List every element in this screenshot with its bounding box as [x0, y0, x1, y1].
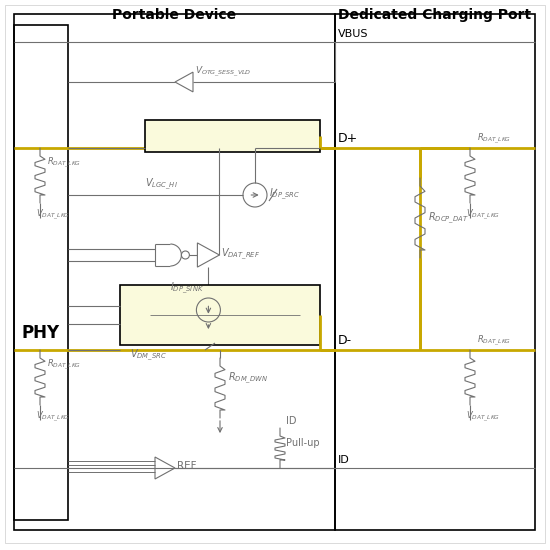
Text: $V_{DAT\_LKG}$: $V_{DAT\_LKG}$: [466, 208, 500, 223]
Bar: [335, 14, 535, 530]
Text: $R_{DAT\_LKG}$: $R_{DAT\_LKG}$: [47, 156, 81, 170]
Text: ID: ID: [338, 455, 350, 465]
Text: $V_{LGC\_HI}$: $V_{LGC\_HI}$: [145, 177, 178, 192]
Text: $R_{DCP\_DAT}$: $R_{DCP\_DAT}$: [428, 211, 469, 226]
Text: $R_{DAT\_LKG}$: $R_{DAT\_LKG}$: [477, 131, 512, 146]
Text: $I_{DP\_SRC}$: $I_{DP\_SRC}$: [269, 187, 300, 202]
Text: $R_{DM\_DWN}$: $R_{DM\_DWN}$: [228, 370, 268, 386]
Bar: [145, 120, 320, 152]
Text: D+: D+: [338, 132, 358, 145]
Text: $V_{DM\_SRC}$: $V_{DM\_SRC}$: [130, 348, 167, 363]
Text: $V_{DAT\_LKG}$: $V_{DAT\_LKG}$: [36, 208, 70, 223]
Text: $V_{OTG\_SESS\_VLD}$: $V_{OTG\_SESS\_VLD}$: [195, 64, 251, 79]
Text: $V_{DAT\_REF}$: $V_{DAT\_REF}$: [222, 247, 261, 262]
Bar: [14, 25, 68, 520]
Text: Pull-up: Pull-up: [286, 438, 320, 448]
Text: D-: D-: [338, 334, 352, 347]
Bar: [120, 285, 320, 345]
Text: Dedicated Charging Port: Dedicated Charging Port: [338, 8, 531, 22]
Text: $V_{DAT\_LKG}$: $V_{DAT\_LKG}$: [466, 410, 500, 425]
Text: $R_{DAT\_LKG}$: $R_{DAT\_LKG}$: [47, 358, 81, 372]
Text: PHY: PHY: [22, 323, 60, 342]
Text: Portable Device: Portable Device: [112, 8, 236, 22]
Text: VBUS: VBUS: [338, 29, 368, 39]
Bar: [14, 14, 335, 530]
Text: ID: ID: [286, 416, 296, 426]
Text: REF: REF: [177, 461, 196, 471]
Text: $R_{DAT\_LKG}$: $R_{DAT\_LKG}$: [477, 333, 512, 348]
Text: $I_{DP\_SINK}$: $I_{DP\_SINK}$: [170, 281, 205, 296]
Text: $V_{DAT\_LKG}$: $V_{DAT\_LKG}$: [36, 410, 70, 425]
